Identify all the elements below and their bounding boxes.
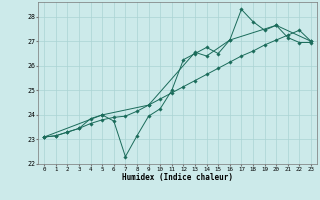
X-axis label: Humidex (Indice chaleur): Humidex (Indice chaleur)	[122, 173, 233, 182]
